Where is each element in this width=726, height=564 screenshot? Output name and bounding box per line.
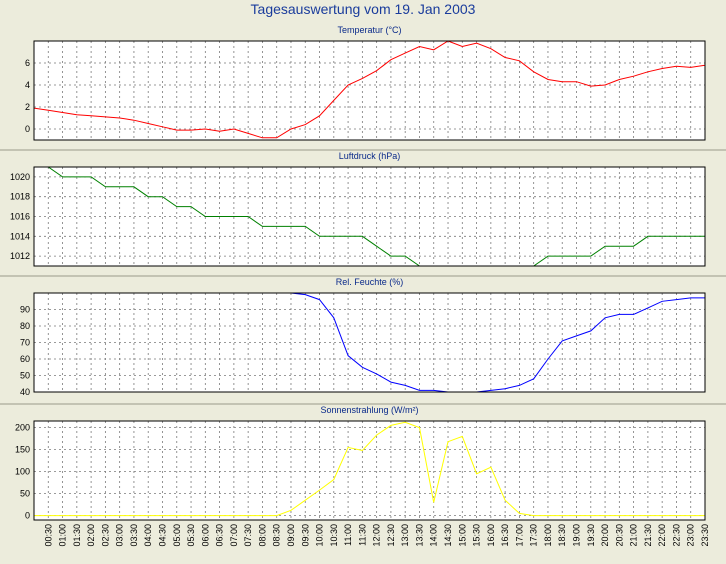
- plot-frame: [33, 292, 706, 393]
- y-tick-label: 100: [15, 467, 30, 477]
- x-tick-label: 01:00: [58, 524, 68, 547]
- x-tick-label: 02:30: [100, 524, 110, 547]
- x-tick-label: 01:30: [72, 524, 82, 547]
- x-tick-label: 15:30: [472, 524, 482, 547]
- x-tick-label: 03:00: [115, 524, 125, 547]
- x-tick-label: 09:00: [286, 524, 296, 547]
- x-tick-label: 15:00: [457, 524, 467, 547]
- panel-title: Luftdruck (hPa): [339, 151, 401, 161]
- y-tick-label: 70: [20, 338, 30, 348]
- panel-title: Temperatur (°C): [337, 25, 401, 35]
- x-tick-label: 21:30: [643, 524, 653, 547]
- x-tick-label: 12:30: [386, 524, 396, 547]
- y-tick-label: 90: [20, 305, 30, 315]
- x-tick-label: 05:00: [172, 524, 182, 547]
- plot-frame: [33, 166, 706, 267]
- series-line: [34, 167, 705, 266]
- y-tick-label: 1018: [10, 192, 30, 202]
- x-tick-label: 06:30: [215, 524, 225, 547]
- x-tick-label: 00:30: [43, 524, 53, 547]
- x-tick-label: 05:30: [186, 524, 196, 547]
- x-tick-label: 14:00: [429, 524, 439, 547]
- panel-title: Sonnenstrahlung (W/m²): [320, 405, 418, 415]
- plot-frame: [33, 40, 706, 141]
- x-tick-label: 19:00: [572, 524, 582, 547]
- panel-title: Rel. Feuchte (%): [336, 277, 404, 287]
- x-tick-label: 21:00: [629, 524, 639, 547]
- x-tick-label: 12:00: [372, 524, 382, 547]
- y-tick-label: 0: [25, 511, 30, 521]
- x-tick-label: 22:00: [657, 524, 667, 547]
- x-tick-label: 04:30: [158, 524, 168, 547]
- y-tick-label: 6: [25, 58, 30, 68]
- x-tick-label: 02:00: [86, 524, 96, 547]
- x-tick-label: 14:30: [443, 524, 453, 547]
- y-tick-label: 4: [25, 80, 30, 90]
- x-tick-label: 03:30: [129, 524, 139, 547]
- y-tick-label: 2: [25, 102, 30, 112]
- x-tick-label: 10:30: [329, 524, 339, 547]
- x-tick-label: 16:30: [500, 524, 510, 547]
- x-tick-label: 17:00: [514, 524, 524, 547]
- x-tick-label: 11:00: [343, 524, 353, 546]
- y-tick-label: 50: [20, 371, 30, 381]
- x-tick-label: 04:00: [143, 524, 153, 547]
- x-tick-label: 22:30: [671, 524, 681, 547]
- x-tick-label: 09:30: [300, 524, 310, 547]
- x-tick-label: 23:00: [686, 524, 696, 547]
- x-tick-label: 20:30: [614, 524, 624, 547]
- x-tick-label: 17:30: [529, 524, 539, 547]
- y-tick-label: 0: [25, 124, 30, 134]
- y-tick-label: 150: [15, 445, 30, 455]
- x-tick-label: 13:30: [415, 524, 425, 547]
- x-tick-label: 07:00: [229, 524, 239, 547]
- plot-background: [34, 421, 705, 520]
- y-tick-label: 1020: [10, 172, 30, 182]
- x-tick-label: 20:00: [600, 524, 610, 547]
- x-tick-label: 08:30: [272, 524, 282, 547]
- series-line: [34, 421, 705, 517]
- series-line: [34, 41, 705, 139]
- x-tick-label: 19:30: [586, 524, 596, 547]
- x-tick-label: 16:00: [486, 524, 496, 547]
- x-tick-label: 13:00: [400, 524, 410, 547]
- y-tick-label: 1016: [10, 212, 30, 222]
- series-line: [34, 293, 705, 392]
- x-tick-label: 08:00: [257, 524, 267, 547]
- y-tick-label: 1012: [10, 251, 30, 261]
- y-tick-label: 40: [20, 387, 30, 397]
- x-tick-label: 18:00: [543, 524, 553, 547]
- y-tick-label: 60: [20, 354, 30, 364]
- x-tick-label: 18:30: [557, 524, 567, 547]
- plot-frame: [33, 420, 706, 521]
- y-tick-label: 1014: [10, 231, 30, 241]
- x-tick-label: 23:30: [700, 524, 710, 547]
- y-tick-label: 50: [20, 489, 30, 499]
- x-tick-label: 11:30: [357, 524, 367, 546]
- plot-background: [34, 41, 705, 140]
- page-title: Tagesauswertung vom 19. Jan 2003: [250, 1, 476, 17]
- x-tick-label: 07:30: [243, 524, 253, 547]
- y-tick-label: 200: [15, 423, 30, 433]
- x-tick-label: 10:00: [315, 524, 325, 547]
- x-tick-label: 06:00: [200, 524, 210, 547]
- y-tick-label: 80: [20, 321, 30, 331]
